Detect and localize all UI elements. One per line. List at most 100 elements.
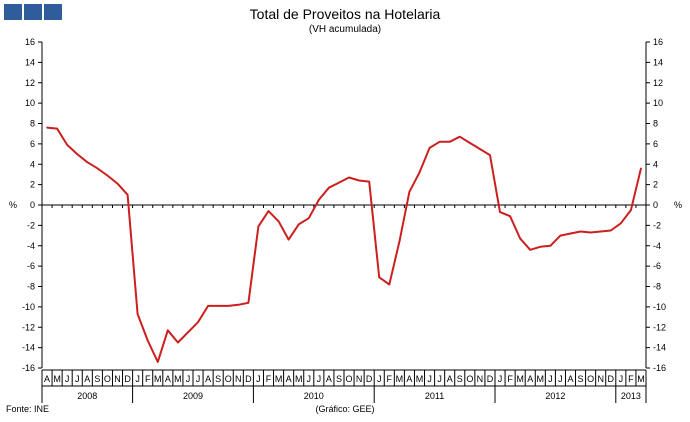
year-label: 2011 — [425, 391, 444, 401]
x-tick-label: D — [124, 374, 131, 384]
x-tick-label: M — [295, 374, 303, 384]
y-tick-label-right: 8 — [653, 119, 658, 129]
y-tick-label-left: 14 — [25, 57, 35, 67]
y-tick-label-right: 0 — [653, 200, 658, 210]
x-tick-label: F — [266, 374, 272, 384]
x-tick-label: D — [608, 374, 615, 384]
x-tick-label: J — [437, 374, 442, 384]
x-tick-label: S — [94, 374, 100, 384]
data-point — [267, 210, 270, 212]
data-point — [569, 232, 572, 235]
y-tick-label-left: 8 — [30, 119, 35, 129]
data-point — [458, 135, 461, 138]
y-tick-label-right: 2 — [653, 180, 658, 190]
data-point — [509, 215, 511, 218]
y-tick-label-right: -8 — [653, 282, 661, 292]
data-point — [247, 302, 250, 304]
data-point — [398, 240, 401, 243]
x-tick-label: M — [174, 374, 182, 384]
data-point — [126, 194, 129, 196]
logo-block — [4, 4, 22, 20]
data-point — [620, 222, 622, 225]
data-point — [630, 209, 632, 211]
x-tick-label: M — [53, 374, 61, 384]
x-tick-label: F — [145, 374, 151, 384]
data-point — [136, 313, 139, 315]
x-tick-label: D — [245, 374, 252, 384]
chart-credit: (Gráfico: GEE) — [315, 404, 375, 414]
x-tick-label: O — [466, 374, 473, 384]
data-point — [519, 237, 521, 240]
data-point — [106, 174, 109, 177]
data-point — [358, 179, 360, 182]
x-tick-label: A — [205, 374, 211, 384]
x-tick-label: A — [326, 374, 332, 384]
x-tick-label: M — [396, 374, 404, 384]
gee-logo — [4, 4, 62, 20]
x-tick-label: F — [628, 374, 634, 384]
source-note: Fonte: INE — [6, 404, 50, 414]
data-point — [438, 141, 441, 143]
x-tick-label: S — [578, 374, 584, 384]
y-tick-label-right: 10 — [653, 98, 663, 108]
data-point — [307, 217, 310, 220]
data-point — [66, 144, 68, 146]
data-point — [388, 283, 391, 286]
y-axis-label-left: % — [9, 200, 17, 210]
data-point — [167, 329, 169, 332]
data-point — [257, 225, 260, 228]
x-tick-label: S — [457, 374, 463, 384]
x-tick-label: J — [75, 374, 80, 384]
data-point — [609, 229, 612, 232]
y-tick-label-right: 4 — [653, 159, 658, 169]
data-point — [469, 142, 471, 144]
y-tick-label-left: 4 — [30, 159, 35, 169]
x-tick-label: A — [286, 374, 292, 384]
x-tick-label: F — [507, 374, 513, 384]
y-tick-label-right: 6 — [653, 139, 658, 149]
data-point — [418, 171, 421, 174]
data-point — [217, 305, 219, 307]
y-tick-label-left: 0 — [30, 200, 35, 210]
x-tick-label: D — [366, 374, 373, 384]
data-point — [579, 230, 582, 233]
x-tick-label: J — [558, 374, 563, 384]
x-tick-label: A — [165, 374, 171, 384]
data-point — [76, 153, 79, 155]
x-tick-label: J — [317, 374, 322, 384]
x-tick-label: O — [346, 374, 353, 384]
data-point — [237, 304, 240, 306]
data-point — [448, 141, 451, 143]
data-point — [589, 231, 592, 234]
x-tick-label: M — [537, 374, 545, 384]
year-label: 2009 — [183, 391, 203, 401]
data-point — [338, 181, 340, 184]
data-point — [599, 230, 602, 233]
x-tick-label: A — [44, 374, 50, 384]
logo-block — [44, 4, 62, 20]
x-tick-label: A — [527, 374, 533, 384]
x-tick-label: N — [235, 374, 242, 384]
data-point — [56, 127, 58, 130]
y-tick-label-left: 6 — [30, 139, 35, 149]
y-tick-label-left: 10 — [25, 98, 35, 108]
y-tick-label-right: -14 — [653, 343, 666, 353]
data-point — [499, 211, 501, 213]
x-tick-label: A — [84, 374, 90, 384]
x-tick-label: J — [548, 374, 553, 384]
y-tick-label-right: 14 — [653, 57, 663, 67]
data-point — [348, 176, 350, 179]
y-tick-label-right: -10 — [653, 302, 666, 312]
year-label: 2013 — [621, 391, 641, 401]
x-tick-label: A — [406, 374, 412, 384]
y-tick-label-left: -14 — [22, 343, 35, 353]
year-label: 2010 — [304, 391, 324, 401]
x-tick-label: S — [215, 374, 221, 384]
x-tick-label: J — [619, 374, 624, 384]
data-point — [146, 339, 149, 342]
y-tick-label-left: -2 — [27, 220, 35, 230]
x-tick-label: J — [377, 374, 382, 384]
data-point — [187, 331, 189, 334]
data-point — [156, 361, 159, 363]
x-tick-label: M — [416, 374, 424, 384]
